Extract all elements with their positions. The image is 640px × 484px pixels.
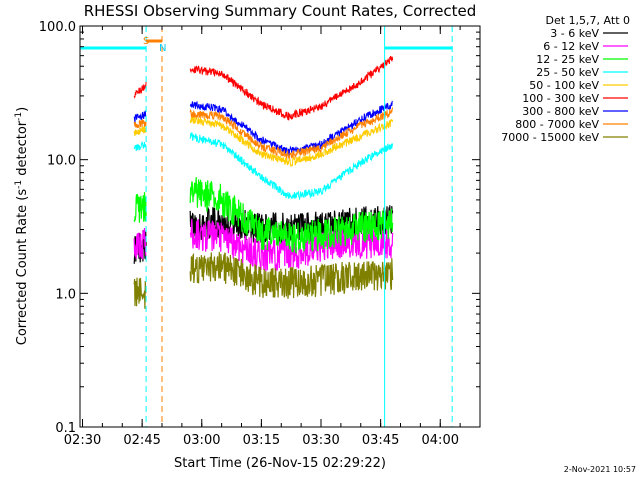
legend-label-2: 12 - 25 keV xyxy=(536,53,599,66)
legend-label-5: 100 - 300 keV xyxy=(522,92,599,105)
series-line-3 xyxy=(133,132,394,201)
y-axis-label-main: Corrected Count Rate (s xyxy=(15,189,30,346)
y-tick-label-3: 100.0 xyxy=(39,20,76,35)
x-tick-label-4: 03:30 xyxy=(302,433,339,448)
series-line-8 xyxy=(133,251,394,309)
ticks-layer: 02:30 02:45 03:00 03:15 03:30 03:45 04:00 0.1 1.… xyxy=(39,20,481,448)
x-tick-label-6: 04:00 xyxy=(422,433,459,448)
series-line-5 xyxy=(133,55,394,121)
series-line-7 xyxy=(133,107,394,160)
series-5 xyxy=(133,55,394,121)
x-tick-label-3: 03:15 xyxy=(243,433,280,448)
series-2 xyxy=(133,177,394,254)
legend-label-8: 7000 - 15000 keV xyxy=(501,131,599,144)
legend-header: Det 1,5,7, Att 0 xyxy=(546,14,630,27)
x-tick-label-5: 03:45 xyxy=(362,433,399,448)
series-line-2 xyxy=(133,177,394,254)
series-6 xyxy=(133,100,393,156)
series-line-4 xyxy=(133,116,394,167)
y-tick-label-2: 10.0 xyxy=(47,154,76,169)
plot-frame xyxy=(79,25,481,428)
series-7 xyxy=(133,107,394,160)
attenuator-n-label: N xyxy=(159,43,166,54)
y-tick-label-0: 0.1 xyxy=(55,421,76,436)
y-axis-label-sup1: -1 xyxy=(14,180,24,189)
legend-label-0: 3 - 6 keV xyxy=(550,27,599,40)
legend-label-7: 800 - 7000 keV xyxy=(515,118,599,131)
x-axis-label: Start Time (26-Nov-15 02:29:22) xyxy=(174,456,386,471)
y-axis-label: Corrected Count Rate (s-1 detector-1) xyxy=(14,107,30,345)
legend-label-4: 50 - 100 keV xyxy=(529,79,599,92)
legend-label-6: 300 - 800 keV xyxy=(522,105,599,118)
legend-label-1: 6 - 12 keV xyxy=(543,40,599,53)
y-axis-label-mid: detector xyxy=(15,120,30,180)
x-tick-label-1: 02:45 xyxy=(123,433,160,448)
series-layer xyxy=(133,55,394,309)
series-line-6 xyxy=(133,100,393,156)
series-8 xyxy=(133,251,394,309)
x-tick-label-0: 02:30 xyxy=(64,433,101,448)
x-tick-label-2: 03:00 xyxy=(183,433,220,448)
y-tick-label-1: 1.0 xyxy=(55,287,76,302)
chart-title: RHESSI Observing Summary Count Rates, Co… xyxy=(84,2,477,20)
timestamp: 2-Nov-2021 10:57 xyxy=(564,465,636,474)
y-axis-label-sup2: -1 xyxy=(14,112,24,121)
legend-label-3: 25 - 50 keV xyxy=(536,66,599,79)
series-4 xyxy=(133,116,394,167)
series-3 xyxy=(133,132,394,201)
y-axis-label-end: ) xyxy=(15,107,30,112)
attenuator-s-label: S xyxy=(143,36,149,47)
